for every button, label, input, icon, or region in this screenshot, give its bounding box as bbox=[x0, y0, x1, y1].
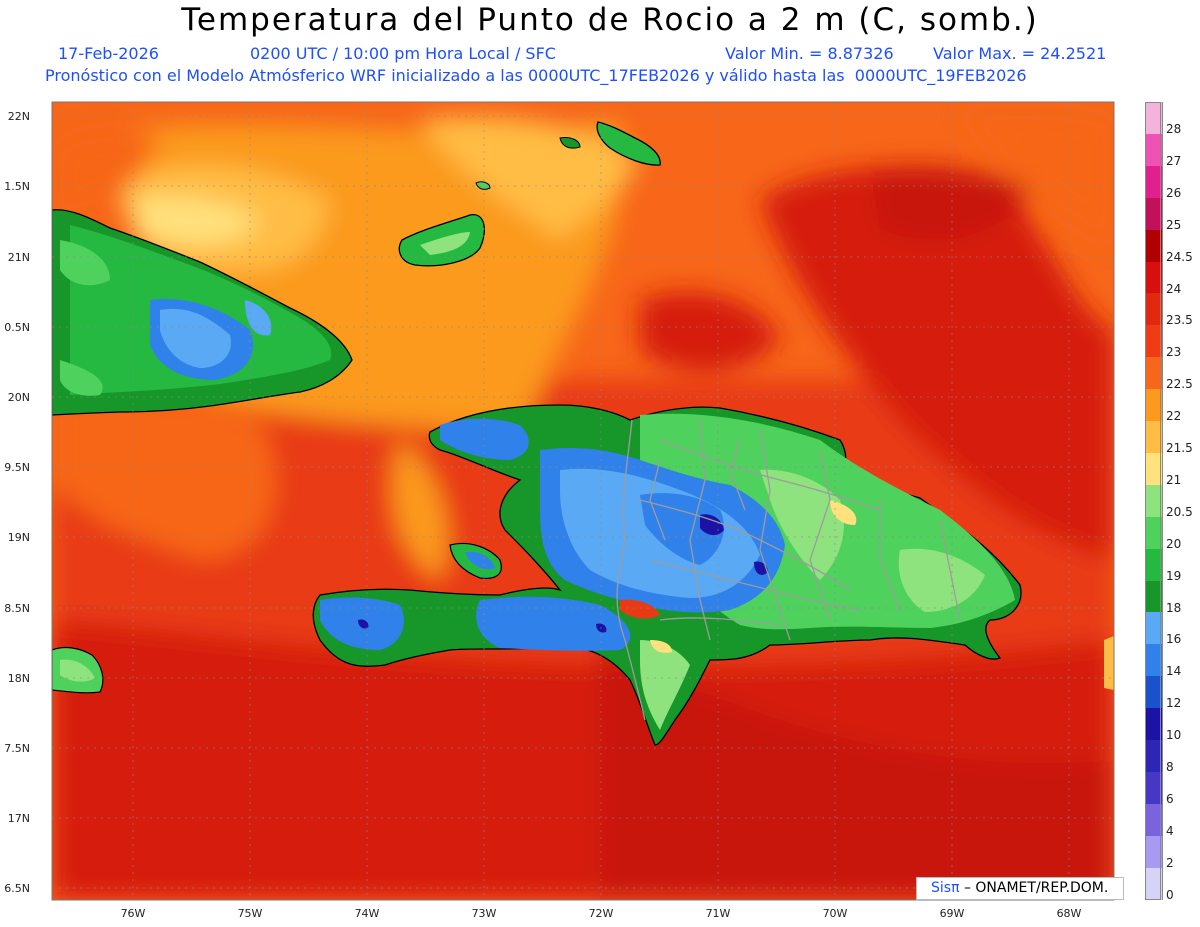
colorbar-label: 28 bbox=[1166, 122, 1182, 136]
forecast-time: 0200 UTC / 10:00 pm Hora Local / SFC bbox=[250, 44, 556, 63]
colorbar-label: 23 bbox=[1166, 345, 1182, 360]
plot-frame bbox=[51, 101, 1115, 901]
lon-label: 70W bbox=[822, 907, 848, 920]
cuba-landmass bbox=[52, 209, 353, 416]
colorbar-label: 24.5 bbox=[1166, 249, 1193, 264]
colorbar-label: 22.5 bbox=[1166, 377, 1193, 392]
lon-label: 75W bbox=[237, 907, 263, 920]
map-title: Temperatura del Punto de Rocio a 2 m (C,… bbox=[181, 2, 1039, 38]
hispaniola-landmass bbox=[312, 404, 1022, 746]
credit-badge: Sisπ – ONAMET/REP.DOM. bbox=[916, 877, 1124, 900]
lat-label: 0.5N bbox=[4, 321, 30, 334]
colorbar-label: 6 bbox=[1166, 791, 1174, 806]
lat-label: 21N bbox=[7, 251, 30, 264]
credit-brand: Sisπ bbox=[931, 880, 960, 896]
lat-label: 6.5N bbox=[4, 882, 30, 895]
province-boundaries bbox=[616, 419, 961, 721]
lat-label: 7.5N bbox=[4, 742, 30, 755]
colorbar-label: 20 bbox=[1166, 536, 1182, 551]
lon-label: 72W bbox=[588, 907, 614, 920]
colorbar-label: 21 bbox=[1166, 472, 1182, 487]
colorbar-label: 14 bbox=[1166, 664, 1182, 679]
lat-label: 22N bbox=[7, 110, 30, 123]
lat-label: 17N bbox=[7, 812, 30, 825]
lon-label: 74W bbox=[354, 907, 380, 920]
colorbar-label: 21.5 bbox=[1166, 441, 1193, 455]
colorbar-label: 19 bbox=[1166, 568, 1182, 583]
lat-label: 20N bbox=[7, 391, 30, 404]
max-value-label: Valor Max. = 24.2521 bbox=[933, 44, 1107, 63]
lat-label: 1.5N bbox=[4, 180, 30, 193]
lon-label: 71W bbox=[705, 907, 731, 920]
colorbar-label: 0 bbox=[1166, 887, 1174, 902]
colorbar-label: 20.5 bbox=[1166, 504, 1193, 519]
lat-label: 8.5N bbox=[4, 602, 30, 615]
puerto-rico-edge bbox=[1104, 636, 1114, 690]
colorbar-label: 16 bbox=[1166, 632, 1182, 647]
colorbar-label: 23.5 bbox=[1166, 313, 1193, 328]
colorbar-label: 12 bbox=[1166, 696, 1182, 711]
credit-text: – ONAMET/REP.DOM. bbox=[959, 880, 1109, 896]
colorbar-frame bbox=[1145, 102, 1161, 900]
colorbar-label: 18 bbox=[1166, 600, 1182, 615]
lat-label: 19N bbox=[7, 531, 30, 544]
lat-label: 18N bbox=[7, 672, 30, 685]
lon-label: 68W bbox=[1056, 907, 1082, 920]
lat-lon-grid bbox=[52, 102, 1114, 900]
lon-label: 76W bbox=[120, 907, 146, 920]
colorbar-label: 2 bbox=[1166, 855, 1174, 870]
lat-label: 9.5N bbox=[4, 461, 30, 474]
lon-label: 73W bbox=[471, 907, 497, 920]
colorbar-label: 10 bbox=[1166, 728, 1182, 743]
colorbar-label: 22 bbox=[1166, 409, 1182, 424]
colorbar-label: 4 bbox=[1166, 823, 1174, 838]
colorbar-label: 24 bbox=[1166, 281, 1182, 296]
min-value-label: Valor Min. = 8.87326 bbox=[725, 44, 894, 63]
bahamas-islands bbox=[398, 121, 661, 267]
colorbar-label: 26 bbox=[1166, 185, 1182, 200]
colorbar-label: 25 bbox=[1166, 217, 1182, 232]
colorbar-label: 27 bbox=[1166, 153, 1182, 168]
model-run-info: Pronóstico con el Modelo Atmósferico WRF… bbox=[45, 66, 1027, 85]
colorbar-label: 8 bbox=[1166, 760, 1174, 774]
forecast-date: 17-Feb-2026 bbox=[58, 44, 159, 63]
lon-label: 69W bbox=[939, 907, 965, 920]
